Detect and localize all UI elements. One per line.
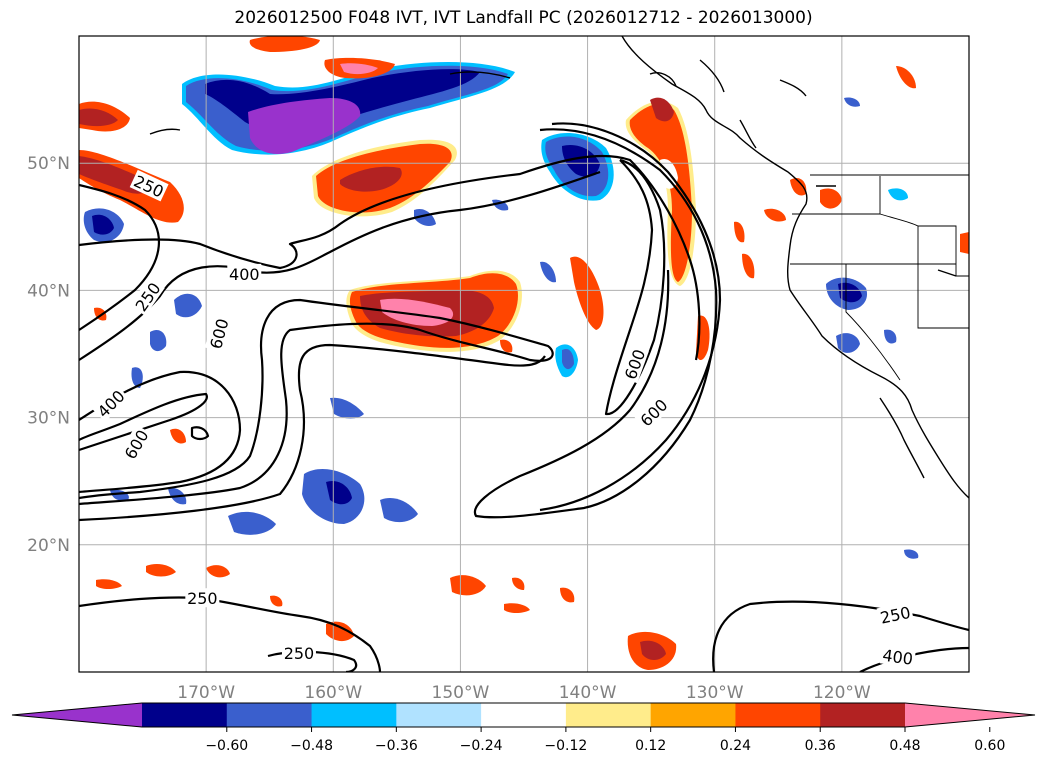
- colorbar-tick-label: 0.12: [635, 738, 666, 754]
- lon-tick-labels: 170°W 160°W 150°W 140°W 130°W 120°W: [177, 683, 871, 703]
- ivt-contour-400: [79, 154, 701, 361]
- contour-label-text: 400: [881, 646, 914, 669]
- state-borders-layer: [790, 174, 969, 381]
- colorbar-segment: [481, 703, 567, 727]
- lon-tick-label: 120°W: [813, 683, 871, 703]
- contour-label-text: 400: [229, 265, 260, 284]
- colorbar-tick-label: 0.36: [805, 738, 836, 754]
- lat-tick-label: 20°N: [27, 536, 70, 556]
- colorbar-segment: [820, 703, 906, 727]
- lat-tick-labels: 50°N 40°N 30°N 20°N: [27, 154, 70, 556]
- colorbar-tick-label: −0.60: [205, 738, 248, 754]
- colorbar-tick-label: 0.60: [974, 738, 1005, 754]
- contour-label-text: 400: [94, 386, 129, 421]
- lat-tick-label: 50°N: [27, 154, 70, 174]
- contour-label-text: 600: [206, 317, 232, 351]
- colorbar-tick-label: −0.36: [375, 738, 418, 754]
- north-america-coastline: [621, 36, 969, 499]
- lon-tick-label: 170°W: [177, 683, 235, 703]
- colorbar-extend-low: [12, 703, 142, 727]
- map-frame: [78, 35, 970, 673]
- colorbar-segment: [565, 703, 652, 727]
- colorbar-segment: [226, 703, 313, 727]
- colorbar-extend-high: [905, 703, 1035, 727]
- lon-tick-label: 140°W: [559, 683, 617, 703]
- contour-label: 250: [281, 642, 316, 663]
- colorbar-segment: [396, 703, 482, 727]
- contour-label: 400: [879, 644, 917, 669]
- colorbar: −0.60 −0.48 −0.36 −0.24 −0.12 0.12 0.24 0.36 0.4…: [11, 702, 1036, 754]
- colorbar-tick-label: −0.12: [544, 738, 587, 754]
- lon-tick-label: 130°W: [686, 683, 744, 703]
- contour-label-text: 250: [187, 589, 218, 608]
- contour-label-text: 250: [284, 644, 315, 663]
- colorbar-outline: [11, 702, 1036, 728]
- contour-label: 250: [185, 588, 220, 608]
- colorbar-segment: [142, 703, 228, 727]
- contour-label: 600: [204, 314, 232, 353]
- colorbar-tick-label: 0.48: [889, 738, 920, 754]
- pc-fill-layer: [79, 36, 969, 670]
- ivt-contour-250: [79, 183, 161, 331]
- contour-label: 400: [227, 263, 262, 284]
- contour-label: 400: [91, 384, 130, 422]
- contour-label-text: 250: [878, 603, 912, 628]
- map-gridlines: [79, 36, 969, 672]
- lon-tick-label: 150°W: [432, 683, 490, 703]
- contour-label-text: 600: [621, 347, 649, 382]
- colorbar-segment: [735, 703, 821, 727]
- contour-label: 600: [119, 424, 153, 464]
- lat-tick-label: 40°N: [27, 281, 70, 301]
- contour-label-text: 600: [637, 395, 672, 430]
- lon-tick-label: 160°W: [304, 683, 362, 703]
- contour-label: 600: [634, 393, 673, 431]
- colorbar-tick-label: −0.24: [460, 738, 503, 754]
- colorbar-tick-label: 0.24: [720, 738, 751, 754]
- contour-label: 250: [876, 601, 914, 628]
- colorbar-segment: [650, 703, 736, 727]
- colorbar-segment: [311, 703, 397, 727]
- lat-tick-label: 30°N: [27, 409, 70, 429]
- map-title: 2026012500 F048 IVT, IVT Landfall PC (20…: [234, 8, 813, 28]
- colorbar-tick-label: −0.48: [290, 738, 333, 754]
- coastline-layer: [149, 36, 969, 499]
